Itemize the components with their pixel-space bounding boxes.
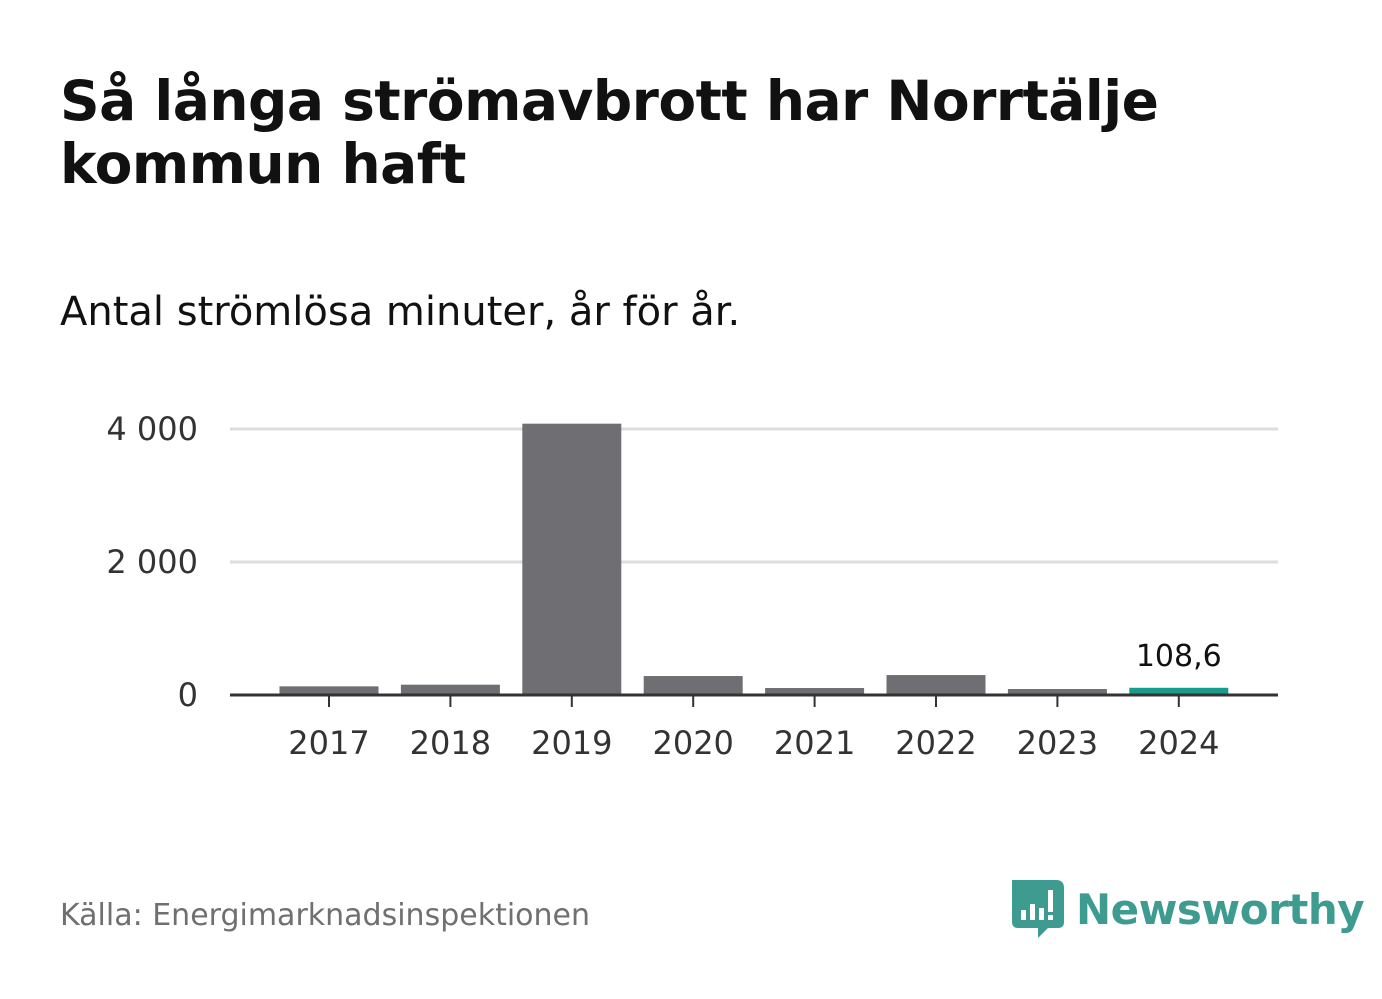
x-tick-label-2017: 2017 (288, 724, 369, 762)
x-tick-label-2018: 2018 (410, 724, 491, 762)
newsworthy-logo: Newsworthy (1010, 878, 1365, 940)
data-label-2024: 108,6 (1136, 639, 1222, 674)
x-axis-ticks: 2017 2018 2019 2020 2021 2022 2023 2024 (288, 695, 1220, 762)
x-tick-label-2024: 2024 (1138, 724, 1219, 762)
bars (279, 423, 1229, 695)
x-tick-label-2020: 2020 (652, 724, 733, 762)
bar-2017 (279, 686, 379, 695)
x-tick-label-2021: 2021 (774, 724, 855, 762)
bar-chart-speech-bubble-icon (1012, 880, 1064, 938)
source-note: Källa: Energimarknadsinspektionen (60, 898, 591, 933)
chart-title: Så långa strömavbrott har Norrtälje komm… (60, 69, 1159, 196)
y-axis-tick-labels: 0 2 000 4 000 (106, 410, 198, 714)
bar-2024 (1129, 687, 1229, 695)
x-tick-label-2022: 2022 (895, 724, 976, 762)
brand-name: Newsworthy (1076, 884, 1365, 934)
bar-2021 (765, 688, 865, 695)
x-tick-label-2023: 2023 (1017, 724, 1098, 762)
bar-2018 (400, 684, 500, 695)
bar-2023 (1007, 689, 1107, 695)
data-labels: 108,6 (1136, 639, 1222, 674)
bar-2022 (886, 675, 986, 695)
chart-subtitle: Antal strömlösa minuter, år för år. (60, 289, 741, 335)
y-tick-label: 2 000 (106, 543, 198, 581)
bar-2020 (643, 676, 743, 695)
grid-lines (230, 427, 1278, 564)
y-tick-label: 4 000 (106, 410, 198, 448)
y-tick-label: 0 (178, 676, 198, 714)
bar-2019 (522, 423, 622, 695)
x-tick-label-2019: 2019 (531, 724, 612, 762)
